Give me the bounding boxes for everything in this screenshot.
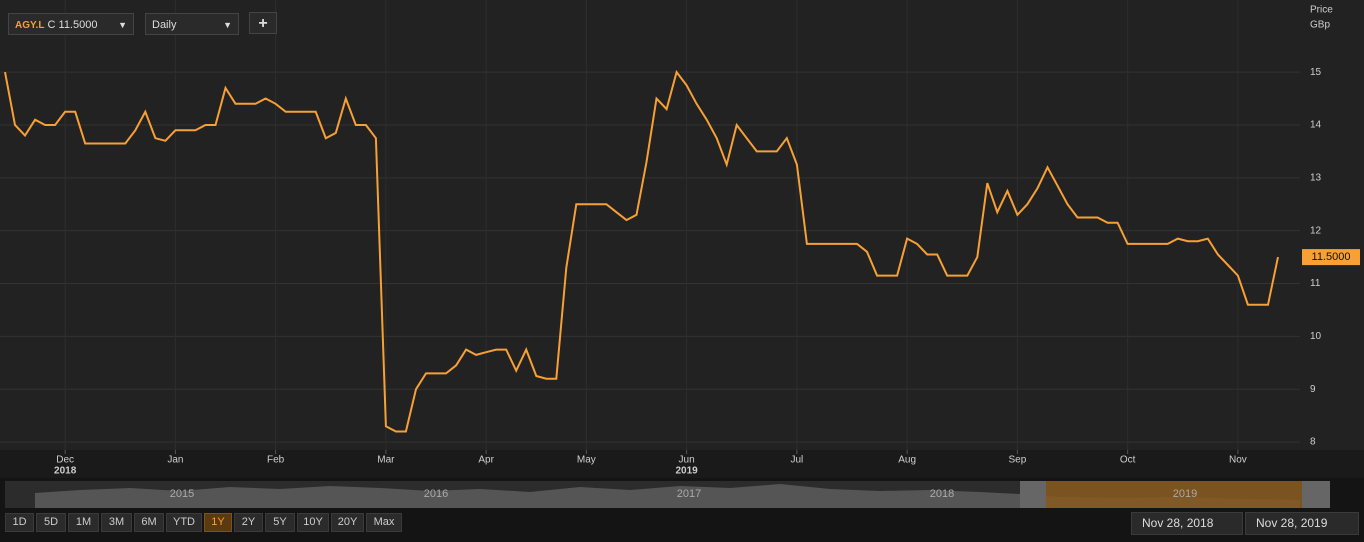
x-tick-label: Apr (478, 455, 494, 466)
x-tick-label: Jun (679, 455, 695, 466)
date-from-text: Nov 28, 2018 (1142, 516, 1214, 530)
x-year-label: 2019 (675, 466, 698, 477)
x-tick-label: Sep (1008, 455, 1026, 466)
date-from[interactable]: Nov 28, 2018 (1131, 512, 1243, 535)
x-tick-label: Aug (898, 455, 916, 466)
y-tick-label: 10 (1310, 331, 1322, 342)
y-tick-label: 15 (1310, 67, 1322, 78)
y-tick-label: 8 (1310, 437, 1316, 448)
navigator-window[interactable] (1020, 481, 1302, 508)
last-price-tag (1302, 249, 1360, 266)
y-tick-label: 13 (1310, 172, 1322, 183)
range-button[interactable]: Max (366, 513, 402, 532)
navigator-year: 2015 (170, 488, 194, 500)
y-tick-label: 9 (1310, 384, 1316, 395)
navigator-handle[interactable] (1020, 481, 1046, 508)
navigator-handle[interactable] (1302, 481, 1330, 508)
range-button[interactable]: 1D (5, 513, 34, 532)
date-to[interactable]: Nov 28, 2019 (1245, 512, 1359, 535)
quote: C 11.5000 (47, 19, 98, 31)
range-button[interactable]: 5D (36, 513, 66, 532)
navigator-area (35, 484, 1300, 508)
y-tick-label: 14 (1310, 120, 1322, 131)
x-tick-label: Nov (1229, 455, 1247, 466)
price-line (4, 69, 1279, 433)
range-button[interactable]: YTD (166, 513, 202, 532)
range-button[interactable]: 6M (134, 513, 164, 532)
range-button[interactable]: 1Y (204, 513, 232, 532)
symbol-box[interactable]: AGY.L C 11.5000 ▼ (8, 13, 134, 35)
y-tick-label: 12 (1310, 225, 1322, 236)
y-axis-unit: GBp (1310, 20, 1330, 31)
last-price-label: 11.5000 (1312, 251, 1351, 263)
x-year-label: 2018 (54, 466, 77, 477)
range-button[interactable]: 5Y (265, 513, 295, 532)
x-axis-band (0, 450, 1364, 478)
range-button[interactable]: 10Y (297, 513, 329, 532)
navigator-year: 2019 (1173, 488, 1197, 500)
x-tick-label: Jul (790, 455, 803, 466)
interval-select[interactable]: Daily ▼ (145, 13, 239, 35)
navigator-year: 2017 (677, 488, 701, 500)
x-tick-label: Oct (1120, 455, 1136, 466)
range-button[interactable]: 20Y (331, 513, 364, 532)
add-button[interactable]: + (249, 12, 277, 34)
range-button[interactable]: 1M (68, 513, 99, 532)
navigator-year: 2016 (424, 488, 448, 500)
x-tick-label: Mar (377, 455, 395, 466)
x-tick-label: May (577, 455, 596, 466)
y-axis-title: Price (1310, 5, 1333, 16)
interval: Daily (152, 19, 177, 31)
range-button[interactable]: 3M (101, 513, 132, 532)
y-tick-label: 11 (1310, 278, 1321, 289)
range-button[interactable]: 2Y (234, 513, 263, 532)
date-to-text: Nov 28, 2019 (1256, 516, 1328, 530)
x-tick-label: Jan (167, 455, 183, 466)
x-tick-label: Feb (267, 455, 285, 466)
x-tick-label: Dec (56, 455, 74, 466)
navigator-year: 2018 (930, 488, 954, 500)
symbol: AGY.L (15, 20, 45, 31)
